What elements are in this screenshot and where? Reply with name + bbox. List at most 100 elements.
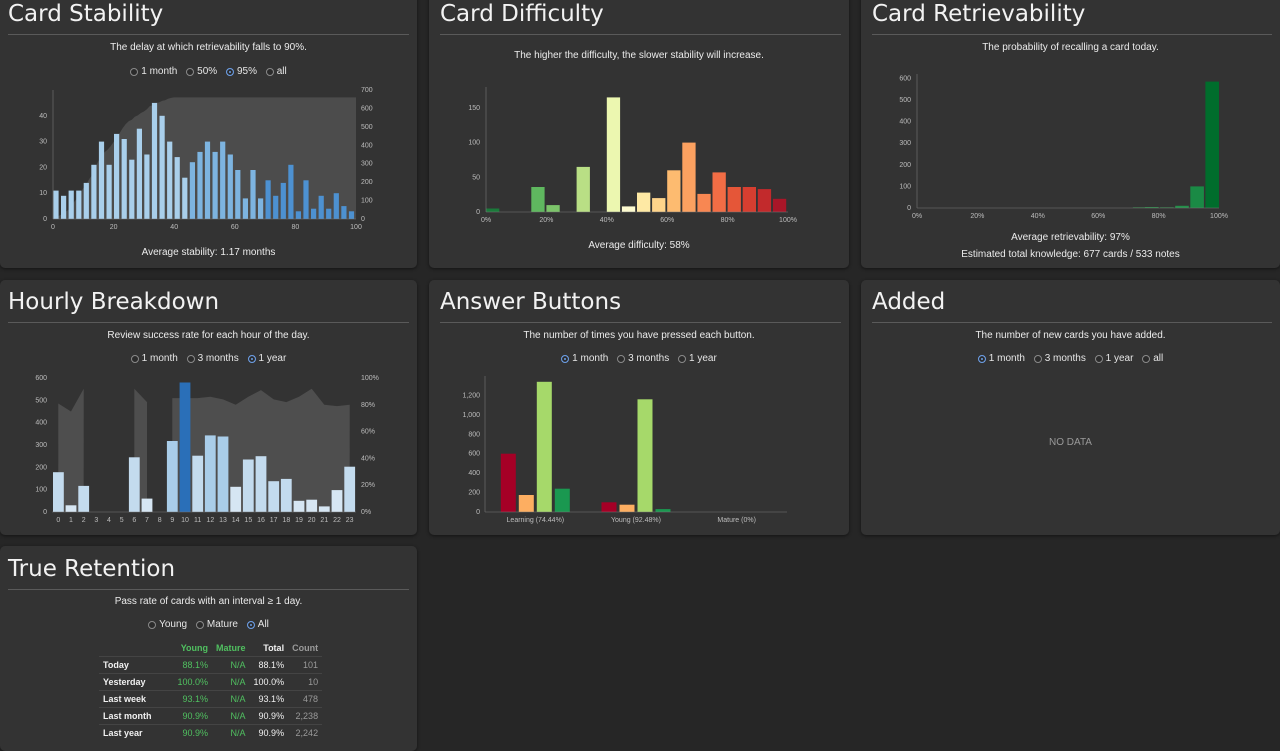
x-tick-label: Mature (0%) — [717, 517, 756, 524]
added-range-radios: 1 month 3 months 1 year all — [861, 353, 1280, 366]
radio-icon — [1033, 354, 1042, 363]
added-title: Added — [872, 289, 946, 315]
difficulty-bar — [576, 166, 590, 212]
stability-bar — [53, 190, 59, 219]
radio-1-month[interactable]: 1 month — [130, 353, 178, 364]
x-tick-label: 16 — [257, 517, 265, 524]
x-tick-label: 0% — [912, 213, 922, 220]
difficulty-bar — [531, 187, 545, 212]
radio-1-month[interactable]: 1 month — [977, 353, 1025, 364]
hourly-breakdown-panel: Hourly Breakdown Review success rate for… — [0, 280, 417, 535]
radio-mature[interactable]: Mature — [195, 619, 238, 630]
radio-3-months[interactable]: 3 months — [617, 353, 669, 364]
stability-bar — [280, 182, 286, 219]
row-label: Last month — [99, 707, 174, 725]
difficulty-bar — [727, 187, 741, 212]
y2-tick-label: 300 — [361, 161, 373, 168]
x-tick-label: 17 — [270, 517, 278, 524]
x-tick-label: 20% — [539, 217, 553, 224]
y-tick-label: 1,200 — [462, 392, 480, 399]
radio-3-months[interactable]: 3 months — [1033, 353, 1086, 364]
row-label: Today — [99, 656, 174, 674]
count-cell: 478 — [288, 690, 323, 708]
difficulty-bar — [621, 206, 636, 212]
y-tick-label: 800 — [468, 431, 480, 438]
difficulty-bar — [606, 97, 621, 212]
x-tick-label: 40% — [600, 217, 614, 224]
mature-cell: N/A — [212, 673, 250, 691]
y-tick-label: 0 — [43, 509, 47, 516]
hourly-bar — [204, 435, 216, 512]
radio-1-month[interactable]: 1 month — [130, 66, 177, 77]
card-stability-title: Card Stability — [8, 1, 164, 27]
young-cell: 93.1% — [173, 690, 213, 708]
y-tick-label: 600 — [35, 375, 47, 382]
stability-bar — [258, 198, 264, 219]
stability-bar — [167, 141, 173, 219]
header-blank — [99, 640, 174, 657]
difficulty-bar — [757, 189, 772, 212]
divider — [8, 34, 409, 35]
y2-tick-label: 20% — [361, 482, 375, 489]
header-mature: Mature — [216, 643, 246, 653]
x-tick-label: 80% — [721, 217, 735, 224]
y-tick-label: 1,000 — [462, 412, 480, 419]
hourly-breakdown-subtitle: Review success rate for each hour of the… — [107, 330, 310, 341]
hourly-bar — [268, 481, 280, 512]
radio-all[interactable]: all — [1142, 353, 1163, 364]
x-tick-label: 0% — [481, 217, 491, 224]
retrievability-chart[interactable]: 0 100 200 300 400 500 600 0% 20% 40% 60% 80% 100% — [861, 66, 1280, 226]
stability-bar — [273, 195, 279, 219]
radio-all[interactable]: all — [265, 66, 287, 77]
y-tick-label: 0 — [476, 209, 480, 216]
retrievability-bar — [1205, 81, 1219, 208]
card-stability-subtitle: The delay at which retrievability falls … — [110, 42, 307, 53]
x-tick-label: 15 — [244, 517, 252, 524]
stability-bar — [295, 211, 301, 219]
radio-all[interactable]: All — [246, 619, 269, 630]
table-header-row: Young Mature Total Count — [99, 640, 322, 657]
radio-50-percent[interactable]: 50% — [186, 66, 217, 77]
divider — [872, 322, 1272, 323]
radio-1-year[interactable]: 1 year — [1094, 353, 1133, 364]
difficulty-chart[interactable]: 0 50 100 150 0% 20% 40% 60% 80% 100% — [429, 82, 849, 232]
hourly-bar — [217, 436, 229, 512]
table-row: Last year 90.9% N/A 90.9% 2,242 — [99, 724, 323, 741]
answer-bar — [554, 488, 570, 512]
x-tick-label: 7 — [145, 517, 149, 524]
radio-95-percent[interactable]: 95% — [225, 66, 257, 77]
stability-bar — [220, 141, 226, 219]
radio-young[interactable]: Young — [148, 619, 187, 630]
y2-tick-label: 200 — [361, 179, 373, 186]
difficulty-bar — [772, 198, 787, 212]
count-cell: 2,242 — [288, 724, 323, 741]
hourly-bar — [306, 499, 318, 512]
stability-bar — [76, 190, 82, 219]
y-tick-label: 100 — [35, 487, 47, 494]
hourly-bar — [166, 441, 178, 512]
answer-bar — [619, 504, 635, 512]
young-cell: 88.1% — [173, 656, 213, 674]
radio-1-year[interactable]: 1 year — [678, 353, 717, 364]
answer-buttons-chart[interactable]: Learning (74.44%) Young (92.48%) Mature (0… — [429, 372, 849, 532]
stability-bar — [235, 170, 241, 219]
answer-buttons-panel: Answer Buttons The number of times you h… — [429, 280, 849, 535]
x-tick-label: 12 — [206, 517, 214, 524]
stability-bar — [318, 195, 324, 219]
radio-1-month[interactable]: 1 month — [561, 353, 608, 364]
radio-3-months[interactable]: 3 months — [186, 353, 239, 364]
added-subtitle: The number of new cards you have added. — [975, 330, 1166, 341]
x-tick-label: 100% — [1210, 213, 1228, 220]
x-tick-label: 9 — [170, 517, 174, 524]
radio-icon — [617, 354, 626, 363]
y2-tick-label: 80% — [361, 402, 375, 409]
stability-bar — [136, 128, 142, 219]
hourly-bar — [344, 466, 356, 512]
y-tick-label: 400 — [899, 119, 911, 126]
difficulty-bar — [712, 172, 726, 212]
table-row: Today 88.1% N/A 88.1% 101 — [99, 656, 323, 674]
radio-1-year[interactable]: 1 year — [247, 353, 286, 364]
x-tick-label: 8 — [158, 517, 162, 524]
